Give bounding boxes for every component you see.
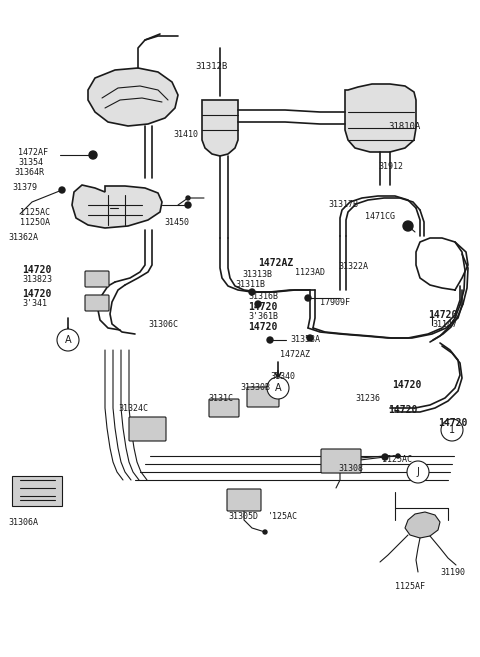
Circle shape (255, 301, 261, 307)
FancyBboxPatch shape (85, 295, 109, 311)
Text: 1125OA: 1125OA (20, 218, 50, 227)
Text: 31450: 31450 (164, 218, 189, 227)
Polygon shape (202, 100, 238, 156)
Circle shape (249, 289, 255, 295)
Circle shape (403, 221, 413, 231)
Text: 14720: 14720 (392, 380, 421, 390)
Text: 31312B: 31312B (195, 62, 227, 71)
Text: 31313B: 31313B (242, 270, 272, 279)
FancyBboxPatch shape (129, 417, 166, 441)
Text: 31317B: 31317B (328, 200, 358, 209)
Text: 31362A: 31362A (8, 233, 38, 242)
Polygon shape (405, 512, 440, 538)
Circle shape (267, 337, 273, 343)
Polygon shape (12, 476, 62, 506)
FancyBboxPatch shape (321, 449, 361, 473)
Text: A: A (275, 383, 281, 393)
Text: 31316B: 31316B (248, 292, 278, 301)
Circle shape (307, 335, 313, 341)
Circle shape (59, 187, 65, 193)
Text: 31410: 31410 (173, 130, 198, 139)
Text: 1472AZ: 1472AZ (258, 258, 293, 268)
Text: 14720: 14720 (388, 405, 418, 415)
Text: 3131C: 3131C (208, 394, 233, 403)
FancyBboxPatch shape (85, 271, 109, 287)
Text: 31147: 31147 (432, 320, 457, 329)
Circle shape (305, 295, 311, 301)
Text: 1125AF: 1125AF (395, 582, 425, 591)
Circle shape (263, 530, 267, 534)
Text: A: A (65, 335, 72, 345)
Text: 14720: 14720 (438, 418, 468, 428)
Text: 31305D: 31305D (228, 512, 258, 521)
Text: 1471CG: 1471CG (365, 212, 395, 221)
FancyBboxPatch shape (209, 399, 239, 417)
Text: 14720: 14720 (428, 310, 457, 320)
Text: J: J (417, 467, 420, 477)
Circle shape (89, 151, 97, 159)
Text: 31324C: 31324C (118, 404, 148, 413)
Circle shape (267, 377, 289, 399)
Text: 31236: 31236 (355, 394, 380, 403)
Circle shape (185, 202, 191, 208)
Text: 1472AZ: 1472AZ (280, 350, 310, 359)
Text: 31311B: 31311B (235, 280, 265, 289)
Text: 1125AC: 1125AC (382, 455, 412, 464)
FancyBboxPatch shape (247, 387, 279, 407)
Text: 14720: 14720 (248, 302, 277, 312)
Text: 1472AF: 1472AF (18, 148, 48, 157)
Circle shape (382, 454, 388, 460)
Text: 31322A: 31322A (338, 262, 368, 271)
Text: 31353A: 31353A (290, 335, 320, 344)
Text: 31340: 31340 (270, 372, 295, 381)
Text: 1: 1 (449, 425, 455, 435)
Text: 17909F: 17909F (320, 298, 350, 307)
Polygon shape (88, 68, 178, 126)
Text: 31306A: 31306A (8, 518, 38, 527)
Text: 3'361B: 3'361B (248, 312, 278, 321)
Text: 31330B: 31330B (240, 383, 270, 392)
Circle shape (405, 223, 411, 229)
Text: '125AC: '125AC (268, 512, 298, 521)
Text: 14720: 14720 (22, 289, 51, 299)
Circle shape (441, 419, 463, 441)
Text: 313823: 313823 (22, 275, 52, 284)
Text: 31810A: 31810A (388, 122, 420, 131)
FancyBboxPatch shape (227, 489, 261, 511)
Polygon shape (345, 84, 416, 152)
Text: 14720: 14720 (22, 265, 51, 275)
Text: 1123AD: 1123AD (295, 268, 325, 277)
Text: 31364R: 31364R (14, 168, 44, 177)
Circle shape (57, 329, 79, 351)
Text: 14720: 14720 (248, 322, 277, 332)
Text: 31354: 31354 (18, 158, 43, 167)
Text: 31190: 31190 (440, 568, 465, 577)
Circle shape (396, 454, 400, 458)
Circle shape (186, 196, 190, 200)
Text: 31912: 31912 (378, 162, 403, 171)
Text: 1125AC: 1125AC (20, 208, 50, 217)
Text: 31379: 31379 (12, 183, 37, 192)
Polygon shape (72, 185, 162, 228)
Circle shape (383, 455, 387, 459)
Text: 31306C: 31306C (148, 320, 178, 329)
Text: 31308: 31308 (338, 464, 363, 473)
Circle shape (407, 461, 429, 483)
Text: 3'341: 3'341 (22, 299, 47, 308)
